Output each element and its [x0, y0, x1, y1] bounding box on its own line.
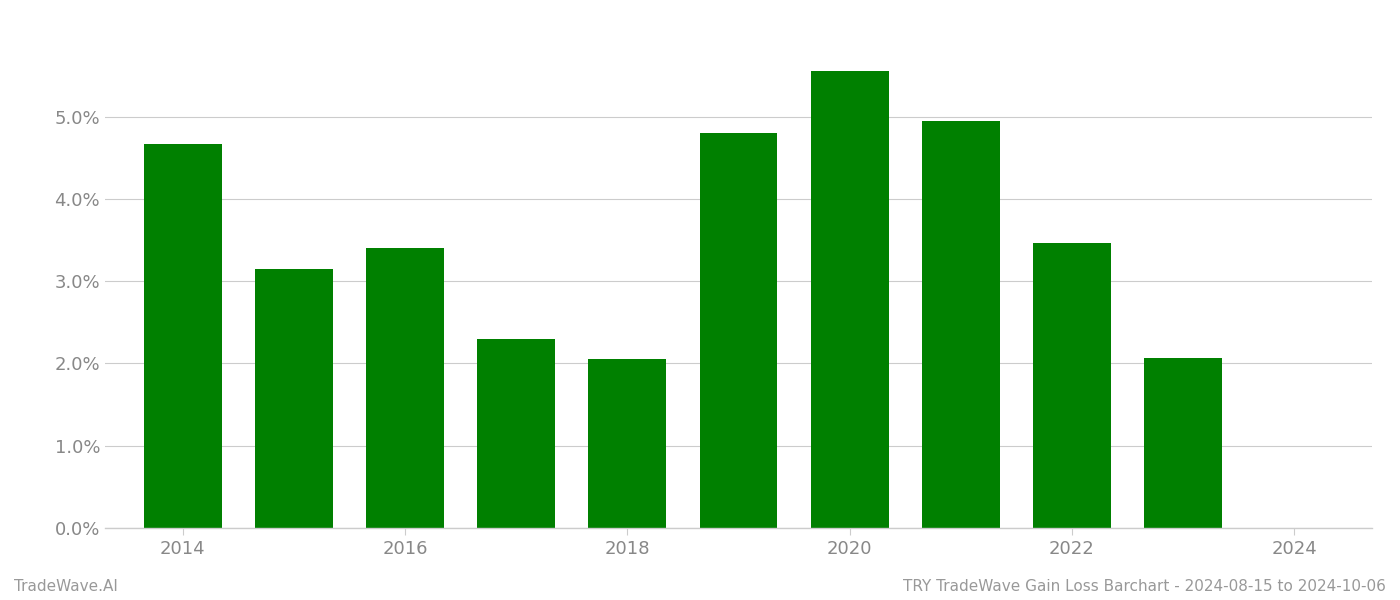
Bar	[921, 121, 1000, 528]
Bar	[1033, 242, 1110, 528]
Bar	[700, 133, 777, 528]
Bar	[367, 248, 444, 528]
Text: TRY TradeWave Gain Loss Barchart - 2024-08-15 to 2024-10-06: TRY TradeWave Gain Loss Barchart - 2024-…	[903, 579, 1386, 594]
Bar	[477, 339, 556, 528]
Bar	[1144, 358, 1222, 528]
Bar	[811, 71, 889, 528]
Text: TradeWave.AI: TradeWave.AI	[14, 579, 118, 594]
Bar	[588, 359, 666, 528]
Bar	[144, 144, 221, 528]
Bar	[255, 269, 333, 528]
